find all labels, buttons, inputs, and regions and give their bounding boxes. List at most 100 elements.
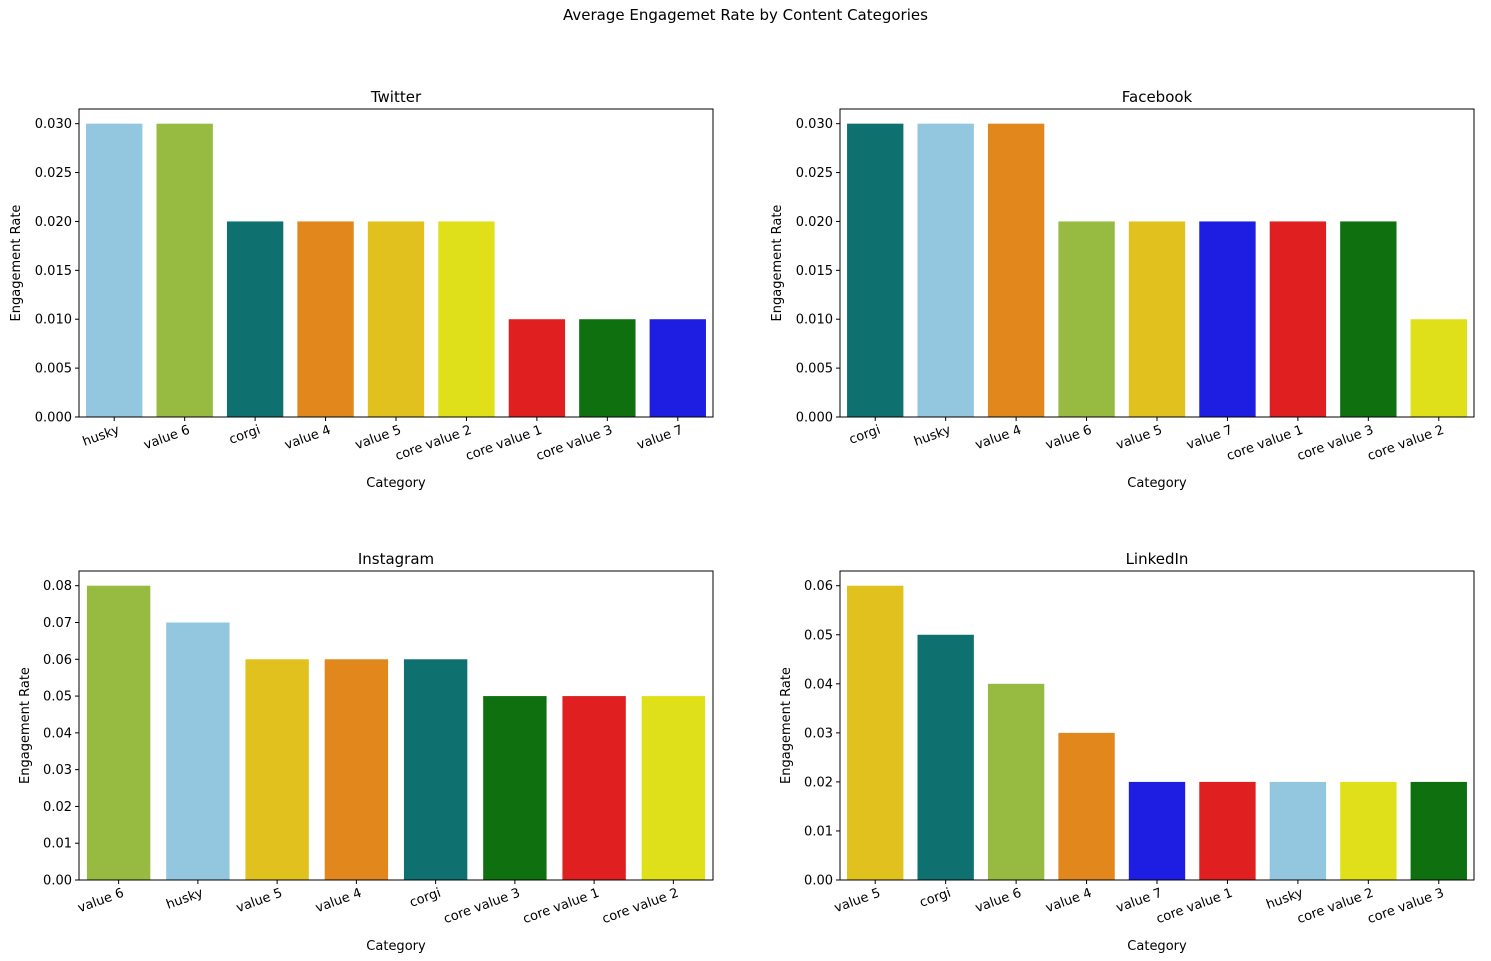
x-tick-label: value 4 bbox=[283, 423, 333, 453]
y-tick-label: 0.005 bbox=[796, 362, 833, 377]
x-tick-label: husky bbox=[81, 423, 122, 450]
bar bbox=[1410, 319, 1467, 417]
bar bbox=[297, 221, 354, 417]
bar bbox=[1058, 732, 1115, 880]
x-tick-label: value 4 bbox=[314, 886, 364, 916]
y-tick-label: 0.05 bbox=[43, 690, 72, 705]
x-tick-label: core value 3 bbox=[1295, 423, 1375, 465]
y-tick-label: 0.03 bbox=[804, 726, 833, 741]
subplot-instagram: 0.00 0.01 0.02 0.03 0.04 0.05 0.06 0.07 0.08 valu… bbox=[18, 550, 714, 954]
y-tick-label: 0.000 bbox=[796, 411, 833, 426]
y-tick-label: 0.030 bbox=[796, 117, 833, 132]
y-axis-label: Engagement Rate bbox=[18, 667, 33, 784]
y-tick-label: 0.02 bbox=[804, 775, 833, 790]
x-tick-label: core value 2 bbox=[1295, 886, 1375, 928]
y-tick-label: 0.00 bbox=[804, 874, 833, 889]
y-tick-label: 0.015 bbox=[796, 264, 833, 279]
x-tick-label: core value 1 bbox=[1154, 886, 1234, 928]
y-tick-label: 0.005 bbox=[35, 362, 72, 377]
bar bbox=[1340, 221, 1397, 417]
x-axis-label: Category bbox=[366, 476, 426, 491]
y-tick-label: 0.010 bbox=[796, 313, 833, 328]
x-tick-label: value 5 bbox=[1114, 423, 1164, 453]
y-tick-label: 0.08 bbox=[43, 579, 72, 594]
bar bbox=[86, 585, 151, 880]
bar bbox=[367, 221, 425, 417]
y-tick-label: 0.020 bbox=[796, 215, 833, 230]
x-tick-label: core value 3 bbox=[1366, 886, 1446, 928]
bar bbox=[917, 634, 974, 880]
x-tick-label: corgi bbox=[408, 886, 443, 911]
bar bbox=[324, 659, 389, 880]
bar bbox=[1128, 221, 1186, 417]
bar bbox=[649, 319, 706, 417]
x-tick-label: core value 2 bbox=[393, 423, 473, 465]
subplot-linkedin: 0.00 0.01 0.02 0.03 0.04 0.05 0.06 value 5 corgi… bbox=[779, 550, 1475, 954]
y-tick-label: 0.00 bbox=[43, 874, 72, 889]
x-tick-label: value 6 bbox=[142, 423, 192, 453]
y-tick-label: 0.07 bbox=[43, 616, 72, 631]
bar bbox=[847, 123, 904, 418]
bar bbox=[641, 696, 706, 880]
bar bbox=[86, 123, 143, 418]
y-tick-label: 0.020 bbox=[35, 215, 72, 230]
bar bbox=[1410, 781, 1467, 880]
y-tick-label: 0.06 bbox=[804, 579, 833, 594]
y-tick-label: 0.04 bbox=[804, 677, 833, 692]
bar bbox=[156, 123, 213, 418]
subplot-title: Twitter bbox=[370, 88, 422, 106]
bar bbox=[483, 696, 547, 880]
bar bbox=[166, 622, 230, 880]
x-tick-label: value 4 bbox=[1044, 886, 1094, 916]
y-tick-label: 0.06 bbox=[43, 653, 72, 668]
subplot-facebook: 0.000 0.005 0.010 0.015 0.020 0.025 0.030 corgi… bbox=[770, 88, 1475, 491]
bar bbox=[245, 659, 309, 880]
subplot-title: Facebook bbox=[1122, 88, 1193, 106]
y-tick-label: 0.04 bbox=[43, 726, 72, 741]
y-axis-label: Engagement Rate bbox=[779, 667, 794, 784]
bar bbox=[1340, 781, 1397, 880]
bar bbox=[1269, 781, 1327, 880]
bar bbox=[508, 319, 566, 417]
x-tick-label: core value 3 bbox=[442, 886, 522, 928]
y-tick-label: 0.015 bbox=[35, 264, 72, 279]
y-tick-label: 0.03 bbox=[43, 763, 72, 778]
bar bbox=[1199, 221, 1256, 417]
bar bbox=[847, 585, 904, 880]
x-tick-label: value 4 bbox=[973, 423, 1023, 453]
x-tick-label: value 6 bbox=[1044, 423, 1094, 453]
x-tick-label: core value 1 bbox=[1225, 423, 1305, 465]
y-tick-label: 0.05 bbox=[804, 628, 833, 643]
bar bbox=[1199, 781, 1256, 880]
x-tick-label: husky bbox=[164, 886, 205, 913]
y-tick-label: 0.010 bbox=[35, 313, 72, 328]
x-tick-label: corgi bbox=[918, 886, 953, 911]
y-tick-label: 0.02 bbox=[43, 800, 72, 815]
y-tick-label: 0.025 bbox=[796, 166, 833, 181]
x-tick-label: value 5 bbox=[234, 886, 284, 916]
x-tick-label: core value 1 bbox=[464, 423, 544, 465]
y-tick-label: 0.01 bbox=[43, 837, 72, 852]
bar bbox=[226, 221, 284, 417]
bar bbox=[579, 319, 636, 417]
bar bbox=[1128, 781, 1186, 880]
bar bbox=[562, 696, 626, 880]
x-axis-label: Category bbox=[1127, 939, 1187, 954]
x-tick-label: core value 2 bbox=[600, 886, 680, 928]
subplot-title: Instagram bbox=[358, 550, 434, 568]
y-axis-label: Engagement Rate bbox=[9, 205, 24, 322]
x-tick-label: corgi bbox=[227, 423, 262, 448]
bar bbox=[1058, 221, 1115, 417]
bar bbox=[987, 683, 1045, 880]
x-tick-label: corgi bbox=[847, 423, 882, 448]
x-axis-label: Category bbox=[1127, 476, 1187, 491]
subplot-twitter: 0.000 0.005 0.010 0.015 0.020 0.025 0.030 husky… bbox=[9, 88, 714, 491]
x-tick-label: value 6 bbox=[973, 886, 1023, 916]
bar bbox=[917, 123, 974, 418]
x-tick-label: value 5 bbox=[832, 886, 882, 916]
y-tick-label: 0.000 bbox=[35, 411, 72, 426]
x-tick-label: value 6 bbox=[76, 886, 126, 916]
y-axis-label: Engagement Rate bbox=[770, 205, 785, 322]
axes-frame bbox=[78, 570, 714, 881]
